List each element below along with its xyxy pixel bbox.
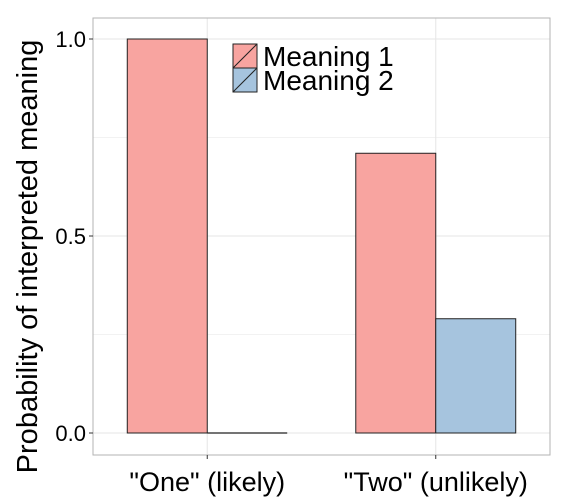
y-tick-label: 0.5 <box>55 224 86 249</box>
legend-swatch-slash <box>232 43 258 69</box>
bars <box>126 38 517 434</box>
y-axis-title: Probability of interpreted meaning <box>12 40 44 474</box>
bar-meaning-1 <box>355 152 437 434</box>
y-tick-label: 1.0 <box>55 27 86 52</box>
x-tick-label: "Two" (unlikely) <box>344 467 528 497</box>
x-tick-label: "One" (likely) <box>129 467 285 497</box>
legend-swatch-slash <box>232 67 258 93</box>
legend-item: Meaning 1 <box>232 41 394 72</box>
legend-label: Meaning 1 <box>263 41 394 72</box>
legend-label: Meaning 2 <box>263 65 394 96</box>
x-axis: "One" (likely) "Two" (unlikely) <box>129 455 528 497</box>
y-tick-label: 0.0 <box>55 421 86 446</box>
bar-meaning-2 <box>435 318 517 434</box>
legend-item: Meaning 2 <box>232 65 394 96</box>
bar-meaning-1 <box>126 38 208 434</box>
y-axis: 0.0 0.5 1.0 <box>55 27 93 446</box>
